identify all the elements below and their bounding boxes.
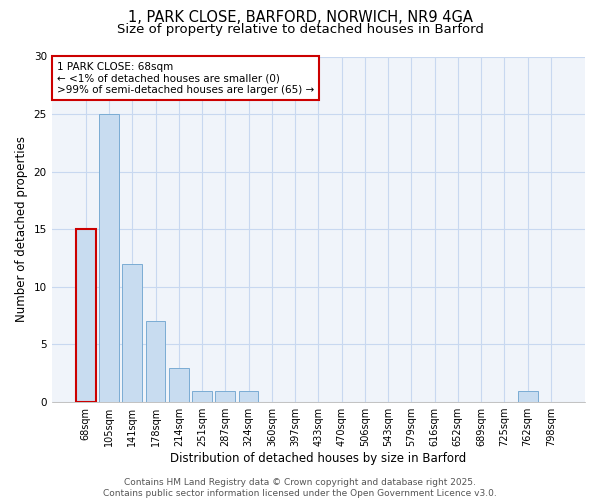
Text: 1 PARK CLOSE: 68sqm
← <1% of detached houses are smaller (0)
>99% of semi-detach: 1 PARK CLOSE: 68sqm ← <1% of detached ho…	[57, 62, 314, 95]
Bar	[192, 390, 212, 402]
Bar	[239, 390, 259, 402]
Bar	[99, 114, 119, 402]
Bar	[146, 322, 166, 402]
Bar	[76, 230, 95, 402]
Text: Size of property relative to detached houses in Barford: Size of property relative to detached ho…	[116, 22, 484, 36]
Y-axis label: Number of detached properties: Number of detached properties	[15, 136, 28, 322]
Bar	[215, 390, 235, 402]
Bar	[122, 264, 142, 402]
Bar	[169, 368, 188, 402]
X-axis label: Distribution of detached houses by size in Barford: Distribution of detached houses by size …	[170, 452, 466, 465]
Text: Contains HM Land Registry data © Crown copyright and database right 2025.
Contai: Contains HM Land Registry data © Crown c…	[103, 478, 497, 498]
Text: 1, PARK CLOSE, BARFORD, NORWICH, NR9 4GA: 1, PARK CLOSE, BARFORD, NORWICH, NR9 4GA	[128, 10, 472, 25]
Bar	[518, 390, 538, 402]
